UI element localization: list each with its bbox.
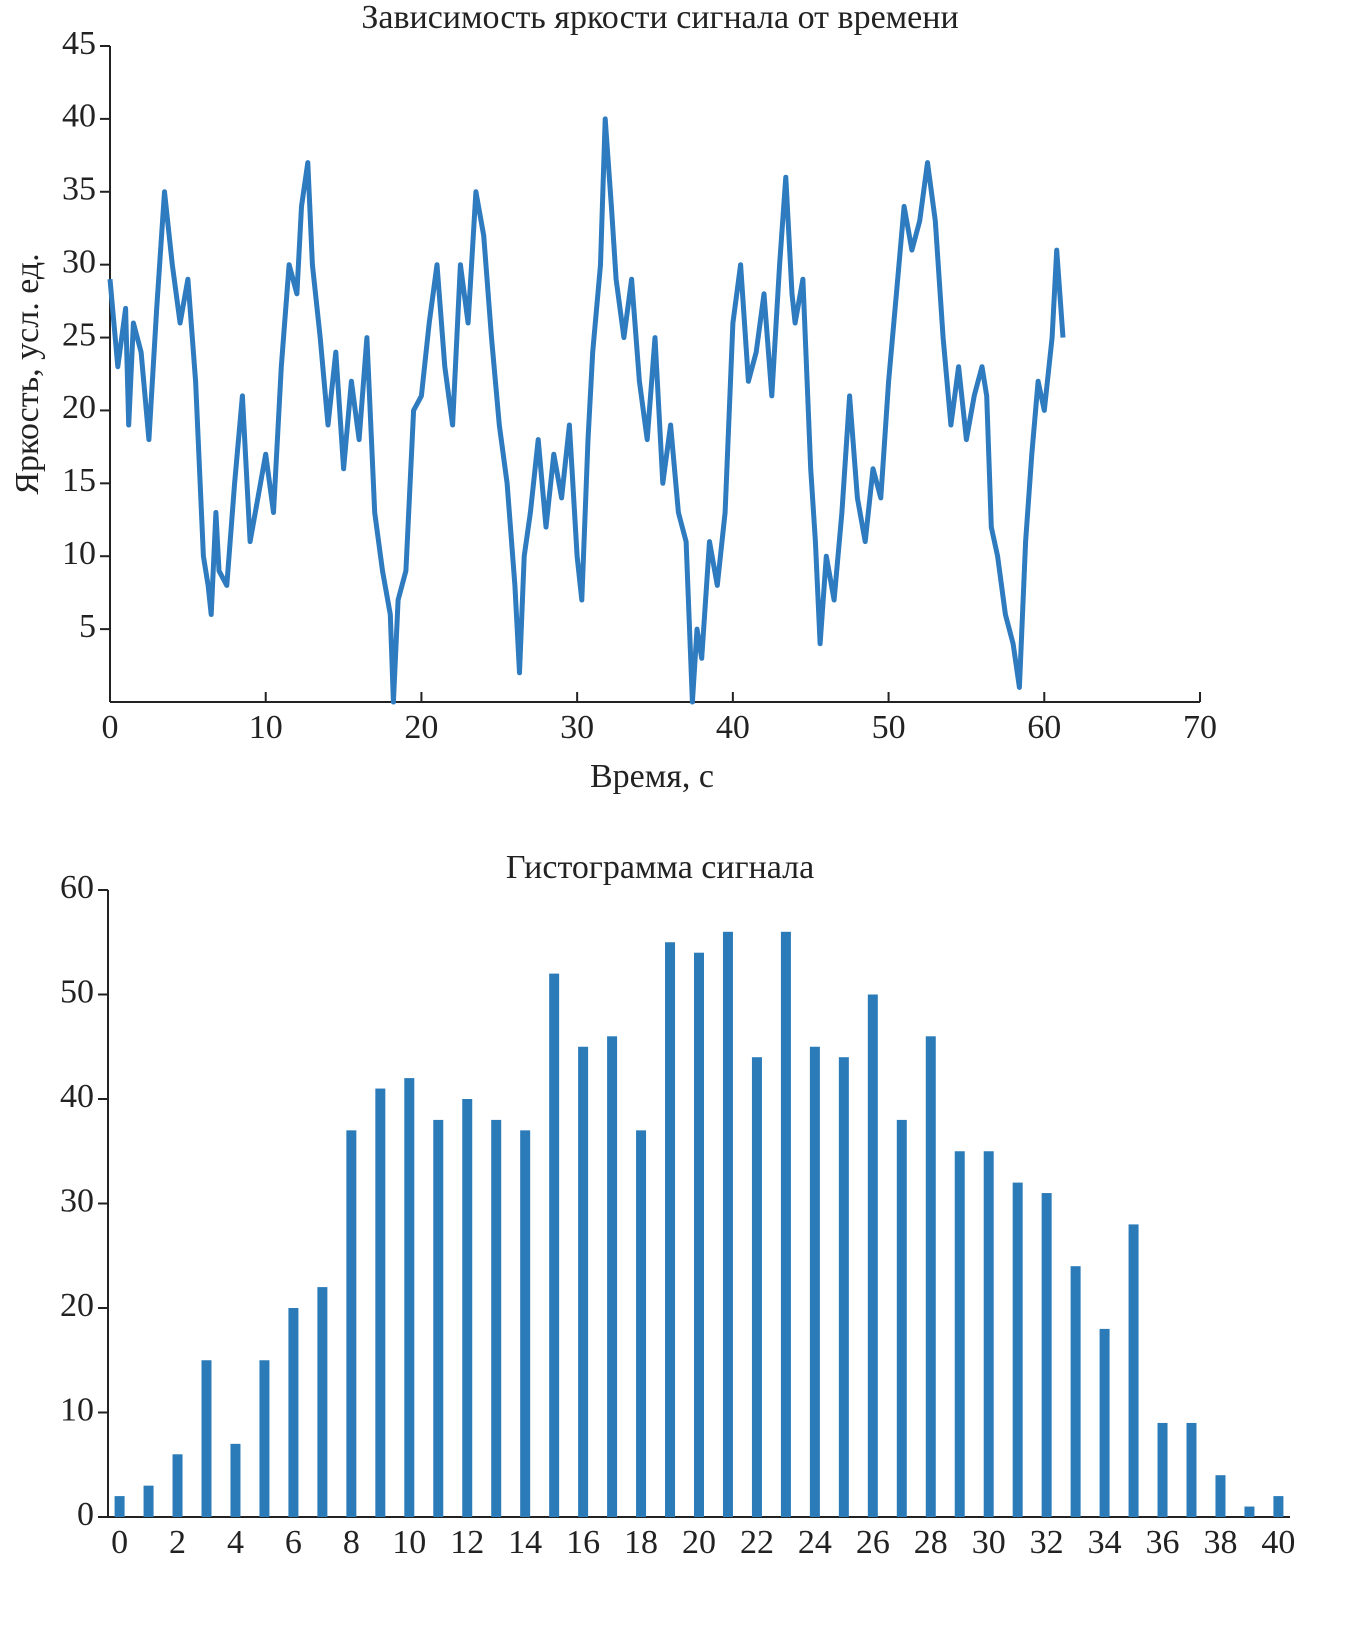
bar [1215, 1475, 1226, 1517]
bar [867, 994, 878, 1517]
bar [172, 1454, 183, 1517]
y-tick-label: 25 [62, 316, 96, 353]
x-tick-label: 4 [227, 1524, 244, 1561]
bar [925, 1036, 936, 1517]
bar [983, 1151, 994, 1517]
y-axis-label: Яркость, усл. ед. [9, 253, 46, 494]
bar [143, 1485, 154, 1517]
x-tick-label: 40 [1261, 1524, 1295, 1561]
bar [1128, 1224, 1139, 1517]
bar [259, 1360, 270, 1517]
bar [1244, 1506, 1255, 1517]
bar [375, 1088, 386, 1517]
chart-title: Гистограмма сигнала [506, 849, 814, 886]
x-tick-label: 6 [285, 1524, 302, 1561]
bar [780, 931, 791, 1517]
bar [1186, 1422, 1197, 1517]
bar [1099, 1328, 1110, 1517]
bar [491, 1119, 502, 1517]
bar [809, 1046, 820, 1517]
x-tick-label: 38 [1203, 1524, 1237, 1561]
x-tick-label: 32 [1030, 1524, 1064, 1561]
x-tick-label: 12 [450, 1524, 484, 1561]
x-tick-label: 70 [1183, 709, 1217, 746]
y-tick-label: 30 [60, 1182, 94, 1219]
bar [896, 1119, 907, 1517]
y-tick-label: 40 [62, 98, 96, 135]
x-tick-label: 26 [856, 1524, 890, 1561]
x-tick-label: 60 [1027, 709, 1061, 746]
x-tick-label: 10 [249, 709, 283, 746]
bar [549, 973, 560, 1517]
bar [1157, 1422, 1168, 1517]
y-tick-label: 10 [62, 535, 96, 572]
bar [838, 1057, 849, 1517]
x-tick-label: 2 [169, 1524, 186, 1561]
y-tick-label: 20 [60, 1287, 94, 1324]
x-tick-label: 18 [624, 1524, 658, 1561]
bar [346, 1130, 357, 1517]
bar [607, 1036, 618, 1517]
y-tick-label: 30 [62, 243, 96, 280]
bar [578, 1046, 589, 1517]
bar [230, 1443, 241, 1517]
x-tick-label: 30 [972, 1524, 1006, 1561]
y-tick-label: 50 [60, 973, 94, 1010]
x-tick-label: 20 [404, 709, 438, 746]
x-tick-label: 10 [392, 1524, 426, 1561]
bar [751, 1057, 762, 1517]
y-tick-label: 60 [60, 869, 94, 906]
x-tick-label: 50 [872, 709, 906, 746]
x-tick-label: 24 [798, 1524, 832, 1561]
x-tick-label: 30 [560, 709, 594, 746]
bar [1070, 1266, 1081, 1517]
x-tick-label: 36 [1146, 1524, 1180, 1561]
chart-title: Зависимость яркости сигнала от времени [361, 0, 958, 36]
bar [1041, 1193, 1052, 1517]
y-tick-label: 45 [62, 25, 96, 62]
bar [404, 1078, 415, 1517]
bar [636, 1130, 647, 1517]
bar [665, 942, 676, 1517]
x-tick-label: 14 [508, 1524, 542, 1561]
y-tick-label: 10 [60, 1391, 94, 1428]
x-tick-label: 20 [682, 1524, 716, 1561]
x-tick-label: 28 [914, 1524, 948, 1561]
y-tick-label: 20 [62, 389, 96, 426]
bar [288, 1308, 299, 1517]
bar [954, 1151, 965, 1517]
bar [1012, 1182, 1023, 1517]
y-tick-label: 5 [79, 608, 96, 645]
y-tick-label: 0 [77, 1496, 94, 1533]
x-tick-label: 40 [716, 709, 750, 746]
bar [433, 1119, 444, 1517]
x-axis-label: Время, с [590, 758, 714, 795]
x-tick-label: 22 [740, 1524, 774, 1561]
y-tick-label: 35 [62, 171, 96, 208]
bar [520, 1130, 531, 1517]
bar [694, 952, 704, 1517]
x-tick-label: 34 [1088, 1524, 1122, 1561]
y-tick-label: 15 [62, 462, 96, 499]
x-tick-label: 16 [566, 1524, 600, 1561]
bar [462, 1099, 473, 1517]
bar [317, 1287, 328, 1517]
bar [1273, 1496, 1284, 1517]
signal-line [107, 116, 1066, 705]
x-tick-label: 0 [102, 709, 119, 746]
y-tick-label: 40 [60, 1078, 94, 1115]
x-tick-label: 0 [111, 1524, 128, 1561]
x-tick-label: 8 [343, 1524, 360, 1561]
bar [722, 931, 733, 1517]
bar [114, 1496, 125, 1517]
bar [201, 1360, 212, 1517]
